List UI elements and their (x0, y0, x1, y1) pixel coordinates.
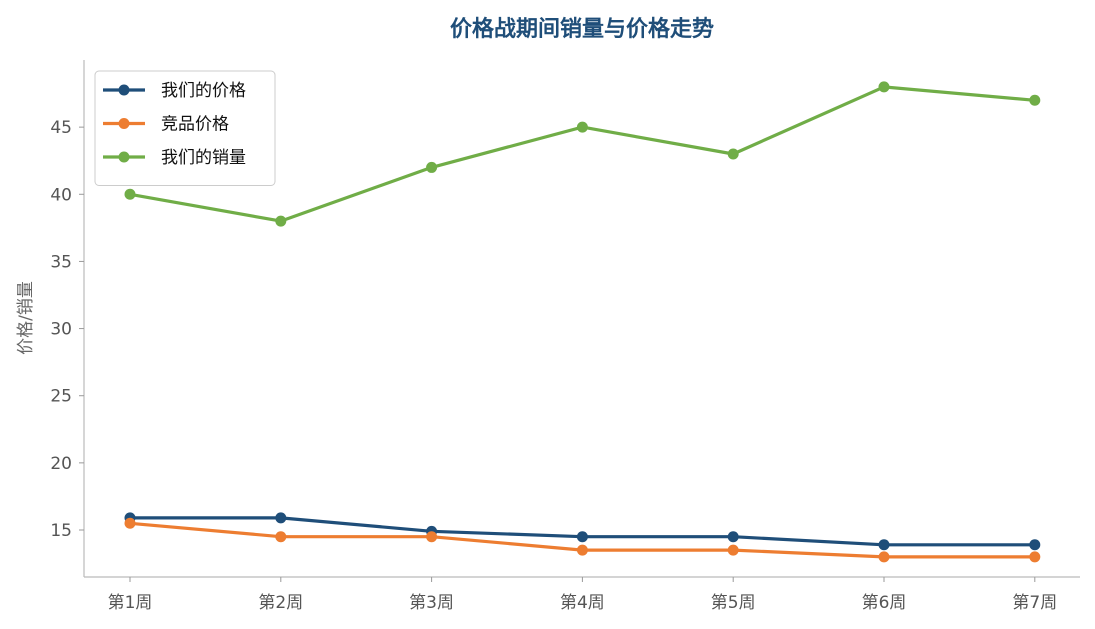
legend-swatch-marker (118, 118, 130, 129)
data-point (878, 539, 890, 551)
y-tick-label: 25 (50, 387, 72, 407)
x-ticks: 第1周 第2周 第3周 第4周 第5周 第6周 第7周 (108, 577, 1057, 613)
y-tick-label: 15 (50, 521, 72, 541)
data-point (275, 215, 287, 227)
series-layer (124, 81, 1041, 563)
x-tick-label: 第7周 (1012, 593, 1057, 613)
data-point (878, 551, 890, 563)
data-point (727, 148, 739, 160)
y-tick-label: 30 (50, 320, 72, 340)
legend-label: 我们的销量 (161, 148, 246, 168)
x-tick-label: 第3周 (409, 593, 454, 613)
legend-item: 竞品价格 (103, 115, 229, 135)
data-point (124, 188, 136, 200)
data-point (275, 512, 287, 524)
data-point (576, 544, 588, 556)
data-point (426, 531, 438, 543)
series-1 (124, 512, 1041, 551)
data-point (727, 531, 739, 543)
data-point (1029, 539, 1041, 551)
data-point (426, 161, 438, 173)
y-ticks: 15 20 25 30 35 40 45 (50, 118, 84, 541)
series-3 (124, 81, 1041, 227)
data-point (1029, 94, 1041, 106)
data-point (727, 544, 739, 556)
legend-swatch-marker (118, 151, 130, 163)
x-tick-label: 第1周 (108, 593, 153, 613)
data-point (275, 531, 287, 543)
data-point (124, 517, 136, 529)
data-point (576, 121, 588, 133)
series-2 (124, 517, 1041, 563)
y-tick-label: 45 (50, 118, 72, 138)
legend-swatch-marker (118, 84, 130, 96)
legend-label: 竞品价格 (161, 115, 229, 135)
y-tick-label: 20 (50, 454, 72, 474)
data-point (1029, 551, 1041, 563)
legend-item: 我们的销量 (103, 148, 246, 168)
x-tick-label: 第4周 (560, 593, 605, 613)
y-axis-label: 价格/销量 (16, 281, 36, 355)
x-tick-label: 第2周 (258, 593, 303, 613)
chart-title: 价格战期间销量与价格走势 (450, 16, 714, 42)
y-tick-label: 35 (50, 252, 72, 272)
data-point (576, 531, 588, 543)
legend-item: 我们的价格 (103, 81, 246, 101)
legend-label: 我们的价格 (161, 81, 246, 101)
data-point (878, 81, 890, 93)
x-tick-label: 第6周 (862, 593, 907, 613)
x-tick-label: 第5周 (711, 593, 756, 613)
y-tick-label: 40 (50, 185, 72, 205)
